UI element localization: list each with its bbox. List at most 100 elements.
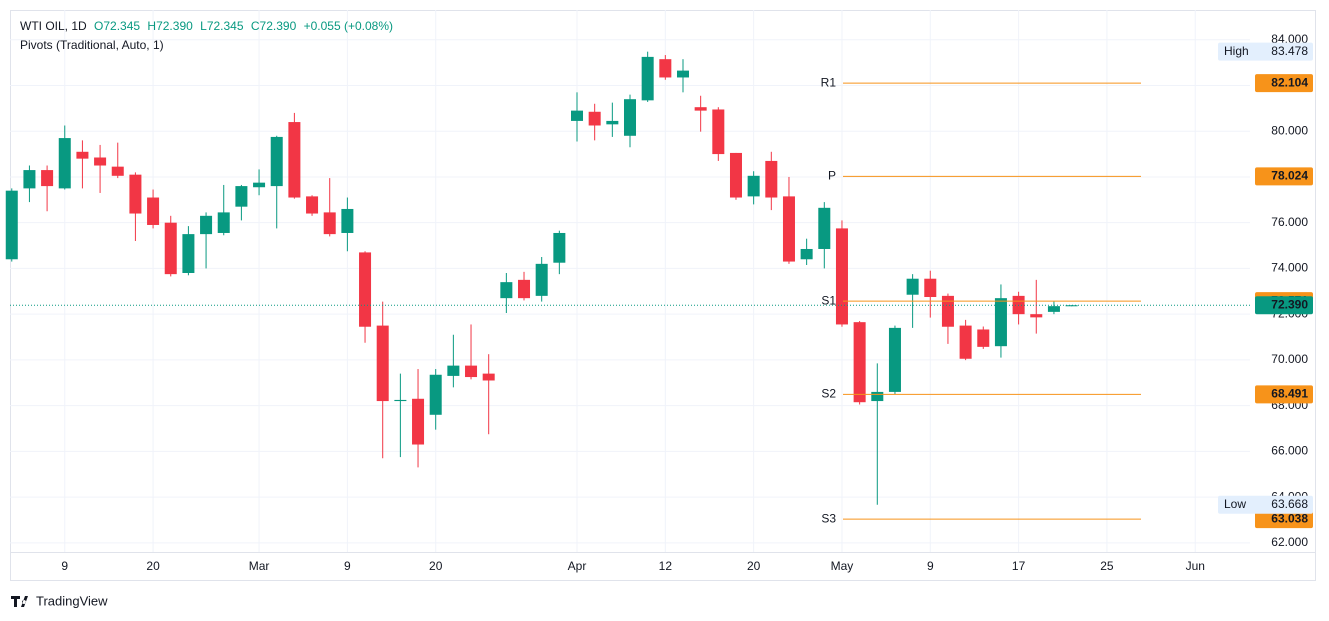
candle-body [288, 122, 301, 198]
last-price-label: 72.390 [1271, 297, 1308, 311]
candle-body [412, 398, 425, 445]
x-tick-label: May [831, 559, 854, 573]
chart-frame [10, 10, 1316, 581]
y-tick-label: 84.000 [1271, 32, 1308, 46]
grid [10, 10, 1250, 552]
legend-line: WTI OIL, 1D O72.345 H72.390 L72.345 C72.… [20, 19, 393, 33]
candle-body [641, 56, 654, 101]
y-tick-label: 80.000 [1271, 123, 1308, 137]
pivot-name: S3 [821, 511, 836, 525]
candle-body [129, 174, 142, 214]
candle-body [182, 234, 195, 273]
candle-body [164, 222, 177, 275]
y-tick-label: 74.000 [1271, 261, 1308, 275]
candle-body [217, 212, 230, 233]
candle-body [623, 99, 637, 136]
candle-body [853, 322, 866, 403]
candle-body [782, 196, 795, 262]
candle-body [694, 107, 707, 111]
candle-body [341, 208, 354, 233]
extreme-box [1218, 42, 1313, 61]
low-label: L72.345 [200, 19, 244, 33]
pivot-price-label: 78.024 [1271, 169, 1308, 183]
candle-body [111, 166, 124, 176]
candle-body [571, 110, 584, 121]
candle-body [23, 170, 36, 189]
pivot-price-label: 82.104 [1271, 75, 1308, 89]
candle-body [959, 325, 972, 359]
extreme-box [1218, 495, 1313, 514]
pivot-price-label: 63.038 [1271, 511, 1308, 525]
pivot-name: S2 [821, 387, 836, 401]
candle-body [58, 138, 71, 189]
candle-body [482, 373, 495, 381]
candle-body [676, 70, 689, 78]
y-tick-label: 66.000 [1271, 444, 1308, 458]
x-tick-label: 20 [146, 559, 160, 573]
candle-body [729, 152, 742, 198]
candle-body [94, 157, 107, 166]
candle-body [447, 365, 460, 376]
candle-body [1047, 306, 1060, 312]
y-tick-label: 70.000 [1271, 352, 1308, 366]
candle-body [5, 190, 18, 260]
extreme-value: 63.668 [1271, 497, 1308, 511]
open-label: O72.345 [94, 19, 140, 33]
high-label: H72.390 [147, 19, 193, 33]
y-tick-label: 76.000 [1271, 215, 1308, 229]
candle-body [76, 151, 89, 159]
candle-body [606, 120, 619, 125]
extreme-value: 83.478 [1271, 44, 1308, 58]
candle-body [712, 109, 725, 155]
candle-body [306, 196, 319, 214]
candle-body [977, 329, 990, 347]
extreme-name: High [1224, 44, 1249, 58]
candle-body [500, 282, 513, 299]
pivot-price-box [1255, 74, 1313, 93]
candle-body [518, 279, 531, 299]
x-tick-label: 9 [927, 559, 934, 573]
candle-body [924, 278, 937, 298]
candle-body [200, 215, 213, 235]
candle-body [535, 263, 548, 296]
change-label: +0.055 (+0.08%) [304, 19, 393, 33]
candle-body [994, 298, 1007, 347]
x-tick-label: 25 [1100, 559, 1114, 573]
candle-body [765, 160, 778, 198]
pivot-price-label: 68.491 [1271, 387, 1308, 401]
candle-body [818, 207, 831, 249]
x-tick-label: Apr [568, 559, 587, 573]
candle-body [871, 391, 884, 402]
symbol-title: WTI OIL, 1D [20, 19, 87, 33]
candle-body [41, 170, 54, 187]
candle-body [323, 212, 336, 235]
candle-body [465, 365, 478, 378]
candle-body [835, 228, 848, 325]
candle-body [1065, 305, 1078, 307]
candle-body [941, 295, 954, 327]
x-tick-label: 20 [429, 559, 443, 573]
candle-body [747, 175, 760, 197]
indicator-label: Pivots (Traditional, Auto, 1) [20, 38, 164, 52]
axis-labels: 62.00064.00066.00068.00070.00072.00074.0… [61, 32, 1313, 573]
logo-icon [11, 596, 28, 607]
x-tick-label: 17 [1012, 559, 1026, 573]
pivot-name: S1 [821, 293, 836, 307]
plot [5, 51, 1250, 520]
candle-body [235, 186, 248, 207]
extreme-name: Low [1224, 497, 1246, 511]
last-price-box [1255, 296, 1313, 315]
candle-body [659, 59, 672, 78]
pivot-name: R1 [821, 75, 837, 89]
candle-body [588, 111, 601, 126]
pivot-price-box [1255, 167, 1313, 186]
candle-body [1030, 314, 1043, 318]
pivot-price-box [1255, 385, 1313, 404]
pivot-price-box [1255, 510, 1313, 529]
candle-body [270, 136, 283, 187]
candle-body [394, 399, 407, 402]
candle-body [376, 325, 389, 402]
pivot-name: P [828, 169, 836, 183]
x-tick-label: 9 [61, 559, 68, 573]
candle-body [147, 197, 160, 225]
